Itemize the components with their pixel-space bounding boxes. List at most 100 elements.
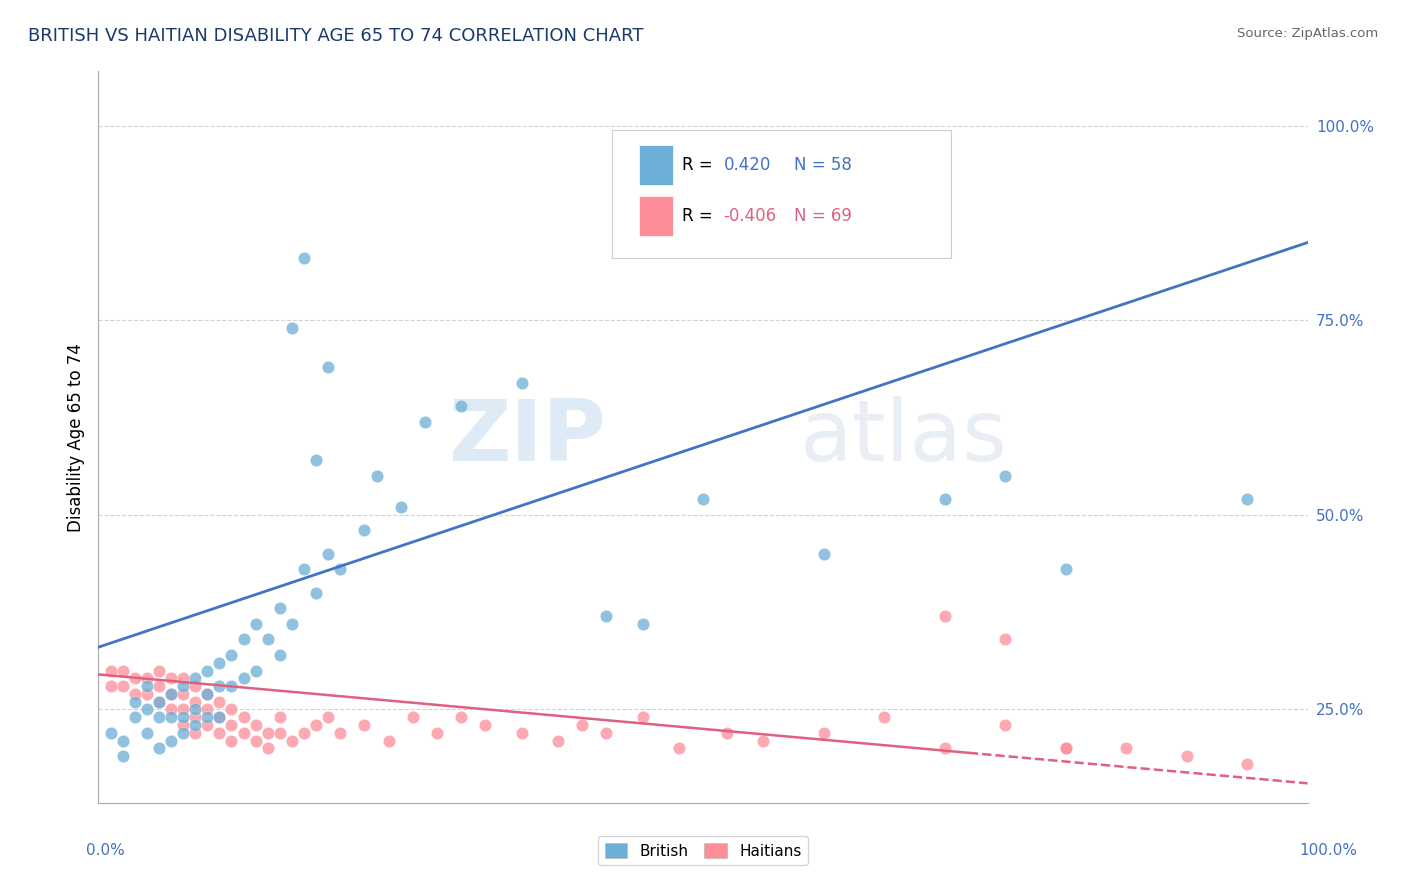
Point — [329, 562, 352, 576]
Point — [1236, 756, 1258, 771]
Legend: British, Haitians: British, Haitians — [599, 837, 807, 864]
FancyBboxPatch shape — [613, 130, 950, 258]
Point — [135, 679, 157, 693]
Point — [195, 718, 218, 732]
Text: -0.406: -0.406 — [724, 207, 776, 225]
Point — [292, 562, 315, 576]
Point — [135, 702, 157, 716]
Text: 100.0%: 100.0% — [1299, 843, 1358, 858]
Point — [256, 725, 278, 739]
Point — [184, 695, 207, 709]
Point — [221, 718, 243, 732]
Point — [221, 733, 243, 747]
Point — [510, 376, 533, 390]
Point — [195, 702, 218, 716]
Point — [281, 616, 304, 631]
Point — [124, 687, 146, 701]
Point — [111, 733, 134, 747]
Point — [631, 616, 654, 631]
Point — [135, 725, 157, 739]
Point — [305, 585, 328, 599]
Text: 0.0%: 0.0% — [86, 843, 125, 858]
Point — [631, 710, 654, 724]
Point — [148, 695, 170, 709]
Point — [148, 679, 170, 693]
Point — [232, 725, 254, 739]
Point — [292, 251, 315, 265]
Point — [172, 687, 194, 701]
Point — [184, 725, 207, 739]
Point — [195, 687, 218, 701]
Point — [172, 710, 194, 724]
Point — [1236, 492, 1258, 507]
Point — [221, 702, 243, 716]
Text: atlas: atlas — [800, 395, 1008, 479]
Text: 0.420: 0.420 — [724, 156, 770, 174]
Point — [232, 710, 254, 724]
Point — [316, 359, 339, 374]
Point — [450, 710, 472, 724]
Point — [571, 718, 593, 732]
Y-axis label: Disability Age 65 to 74: Disability Age 65 to 74 — [66, 343, 84, 532]
Point — [245, 664, 267, 678]
Point — [208, 656, 231, 670]
Point — [100, 664, 122, 678]
Point — [160, 687, 183, 701]
Point — [269, 725, 291, 739]
Point — [245, 616, 267, 631]
Point — [148, 710, 170, 724]
Point — [160, 687, 183, 701]
Point — [124, 671, 146, 685]
Point — [221, 679, 243, 693]
Point — [195, 664, 218, 678]
Point — [172, 725, 194, 739]
Point — [994, 632, 1017, 647]
Point — [1175, 749, 1198, 764]
Point — [413, 415, 436, 429]
Point — [813, 725, 835, 739]
Point — [426, 725, 449, 739]
Point — [752, 733, 775, 747]
Point — [1115, 741, 1137, 756]
Point — [668, 741, 690, 756]
Point — [510, 725, 533, 739]
Point — [366, 469, 388, 483]
Point — [111, 749, 134, 764]
Point — [111, 679, 134, 693]
Point — [1054, 562, 1077, 576]
Text: N = 69: N = 69 — [793, 207, 852, 225]
Point — [232, 671, 254, 685]
Point — [160, 702, 183, 716]
Point — [547, 733, 569, 747]
Point — [305, 453, 328, 467]
Point — [994, 469, 1017, 483]
Text: Source: ZipAtlas.com: Source: ZipAtlas.com — [1237, 27, 1378, 40]
Point — [595, 725, 617, 739]
Point — [994, 718, 1017, 732]
Point — [450, 399, 472, 413]
Point — [389, 500, 412, 515]
Point — [208, 679, 231, 693]
Point — [1054, 741, 1077, 756]
Point — [172, 679, 194, 693]
Point — [184, 671, 207, 685]
Text: R =: R = — [682, 207, 718, 225]
Point — [160, 733, 183, 747]
Point — [184, 710, 207, 724]
Point — [281, 321, 304, 335]
Point — [135, 671, 157, 685]
Point — [184, 702, 207, 716]
Point — [353, 718, 375, 732]
Point — [474, 718, 496, 732]
Point — [245, 733, 267, 747]
Point — [195, 710, 218, 724]
Text: N = 58: N = 58 — [793, 156, 852, 174]
Point — [813, 547, 835, 561]
Point — [184, 679, 207, 693]
Point — [184, 718, 207, 732]
Point — [245, 718, 267, 732]
Point — [172, 671, 194, 685]
Text: R =: R = — [682, 156, 718, 174]
Point — [377, 733, 399, 747]
Point — [160, 671, 183, 685]
